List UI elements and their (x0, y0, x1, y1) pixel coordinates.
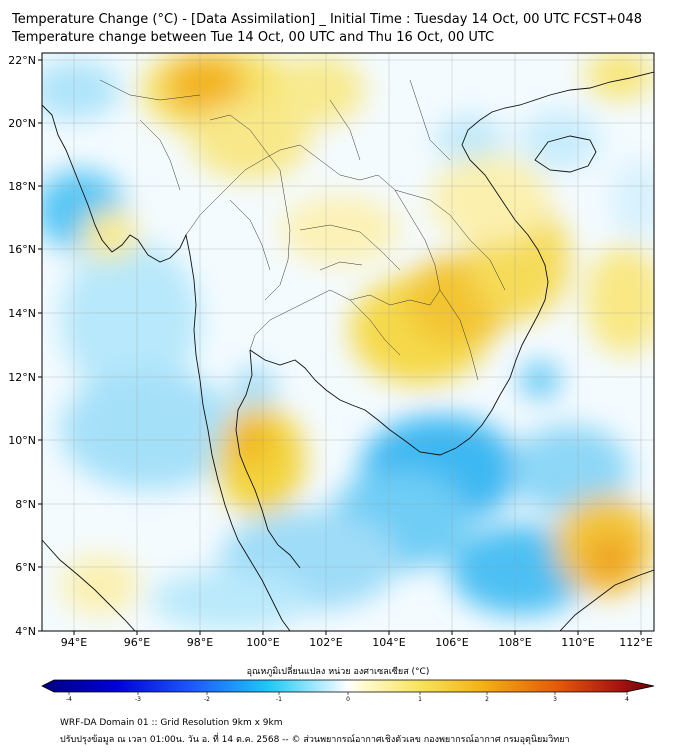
lon-label: 102°E (309, 636, 342, 649)
lon-label: 94°E (61, 636, 87, 649)
colorbar-tick: 1 (418, 696, 422, 703)
lat-label: 12°N (8, 371, 36, 384)
map-subtitle: Temperature change between Tue 14 Oct, 0… (12, 30, 495, 45)
lon-label: 100°E (246, 636, 279, 649)
lat-label: 10°N (8, 434, 36, 447)
lat-label: 14°N (8, 307, 36, 320)
lon-label: 104°E (372, 636, 405, 649)
colorbar-title: อุณหภูมิเปลี่ยนแปลง หน่วย องศาเซลเซียส (… (246, 667, 430, 677)
lat-label: 20°N (8, 117, 36, 130)
lat-label: 8°N (15, 498, 36, 511)
colorbar-tick: -1 (276, 696, 282, 703)
colorbar-tick: -3 (135, 696, 141, 703)
lat-label: 16°N (8, 243, 36, 256)
map-frame (41, 52, 655, 632)
lat-label: 18°N (8, 180, 36, 193)
lon-label: 96°E (124, 636, 150, 649)
colorbar-tick: 4 (625, 696, 629, 703)
lat-label: 6°N (15, 561, 36, 574)
lat-label: 4°N (15, 625, 36, 638)
temperature-field (42, 53, 654, 631)
map-title: Temperature Change (°C) - [Data Assimila… (12, 12, 642, 27)
lon-label: 108°E (498, 636, 531, 649)
admin-boundaries (99, 79, 506, 381)
graticule (42, 53, 654, 631)
lon-label: 106°E (435, 636, 468, 649)
colorbar-tick: 0 (346, 696, 350, 703)
colorbar: -4 -3 -2 -1 0 1 2 3 4 (41, 679, 655, 703)
colorbar-tick: 2 (485, 696, 489, 703)
colorbar-tick: 3 (553, 696, 557, 703)
lat-label: 22°N (8, 54, 36, 67)
footer-update-info: ปรับปรุงข้อมูล ณ เวลา 01:00น. วัน อ. ที่… (60, 735, 570, 745)
colorbar-tick: -4 (66, 696, 72, 703)
coastlines (42, 71, 654, 631)
lon-label: 98°E (187, 636, 213, 649)
colorbar-tick: -2 (204, 696, 210, 703)
lon-label: 110°E (561, 636, 594, 649)
lon-label: 112°E (619, 636, 652, 649)
footer-model-info: WRF-DA Domain 01 :: Grid Resolution 9km … (60, 718, 283, 728)
